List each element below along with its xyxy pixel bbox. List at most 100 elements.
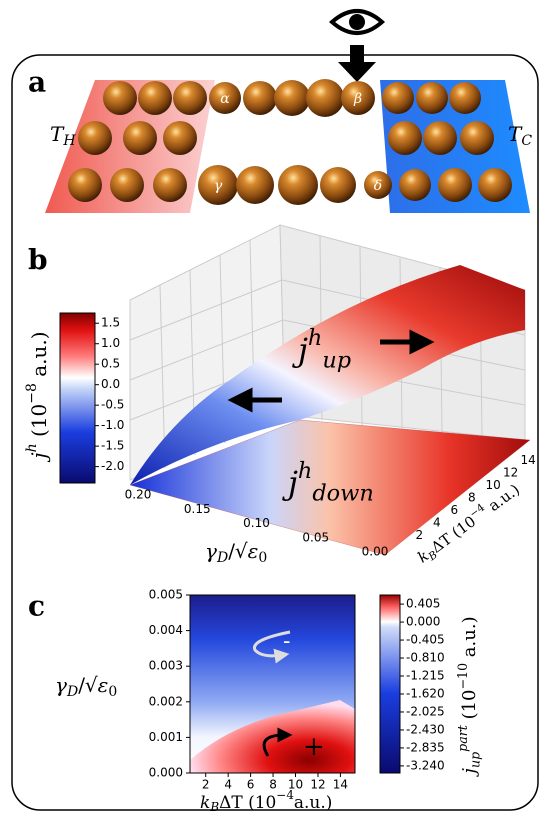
axis-label: TC xyxy=(508,122,532,150)
colorbar-tick-label: -3.240 xyxy=(406,758,445,772)
axis-label: γD/√ε0 xyxy=(55,673,117,701)
particle xyxy=(123,121,157,155)
label-part: −4 xyxy=(276,788,294,802)
colorbar-tick-label: 0.405 xyxy=(406,597,440,611)
colorbar-tick-label: -1.5 xyxy=(101,439,124,453)
plus-sign: + xyxy=(303,732,325,762)
particle xyxy=(320,167,356,203)
particle xyxy=(153,168,187,202)
particle xyxy=(423,121,457,155)
panel-label: b xyxy=(28,244,48,277)
colorbar-tick-label: -2.430 xyxy=(406,722,445,736)
colorbar-tick-label: 1.0 xyxy=(101,336,120,350)
label-part: h xyxy=(24,443,40,452)
colorbar-tick-label: 0.5 xyxy=(101,357,120,371)
particle xyxy=(103,81,137,115)
y-tick-label: 0.003 xyxy=(149,659,183,673)
eye xyxy=(332,11,382,82)
colorbar-tick-label: 0.0 xyxy=(101,377,120,391)
gamma-tick-label: 0.15 xyxy=(184,502,211,516)
x-tick-label: 12 xyxy=(310,778,325,792)
particle xyxy=(416,82,448,114)
kT-tick-label: 14 xyxy=(521,453,536,467)
label-part: j xyxy=(27,452,51,462)
particle xyxy=(478,168,512,202)
x-tick-label: 6 xyxy=(247,778,255,792)
label-part: 0 xyxy=(108,684,117,700)
gamma-tick-label: 0.00 xyxy=(362,545,389,559)
colorbar-tick-label: -0.405 xyxy=(406,633,445,647)
label-part: /√ xyxy=(78,673,98,697)
particle xyxy=(306,79,344,117)
particle xyxy=(460,121,494,155)
label-part: −10 xyxy=(454,663,469,690)
particle xyxy=(78,121,112,155)
particle xyxy=(138,81,172,115)
particle xyxy=(399,169,431,201)
colorbar-tick-label: -2.835 xyxy=(406,740,445,754)
x-tick-label: 4 xyxy=(224,778,232,792)
label-part: up xyxy=(322,348,351,374)
colorbar-tick-label: -0.810 xyxy=(406,651,445,665)
colorbar-tick-label: 0.000 xyxy=(406,615,440,629)
panel-label: c xyxy=(28,590,45,623)
y-tick-label: 0.001 xyxy=(149,730,183,744)
gamma-tick-label: 0.20 xyxy=(125,488,152,502)
particle xyxy=(382,82,414,114)
colorbar-tick-label: -1.215 xyxy=(406,669,445,683)
colorbar-tick-label: -0.5 xyxy=(101,398,124,412)
colorbar-tick-label: 1.5 xyxy=(101,316,120,330)
kT-tick-label: 6 xyxy=(451,503,459,517)
particle xyxy=(243,81,277,115)
particle xyxy=(278,165,318,205)
axis-label: γD/√ε0 xyxy=(205,539,267,567)
label-part: a.u.) xyxy=(294,793,333,813)
axis-label: TH xyxy=(50,122,76,150)
colorbar-tick-label: -1.0 xyxy=(101,418,124,432)
label-part: h xyxy=(298,458,312,484)
y-tick-label: 0.005 xyxy=(149,588,183,602)
label-part: H xyxy=(62,133,76,149)
minus-sign: - xyxy=(283,629,290,654)
label-part: (10 xyxy=(459,690,480,726)
label-part: down xyxy=(312,481,373,507)
label-part: part xyxy=(454,724,469,752)
kT-tick-label: 8 xyxy=(468,491,476,505)
label-part: ε xyxy=(98,673,109,697)
label-part: D xyxy=(216,550,228,566)
label-part: C xyxy=(521,133,532,149)
axis-label: jh (10−8 a.u.) xyxy=(24,331,51,462)
kT-tick-label: 12 xyxy=(503,466,518,480)
label-part: γ xyxy=(55,673,67,697)
label-part: −8 xyxy=(24,383,40,404)
heatmap xyxy=(190,595,360,780)
label-part: ΔT (10 xyxy=(219,793,276,813)
particle xyxy=(388,121,422,155)
label-part: /√ xyxy=(228,539,248,563)
axis-label: juppart (10−10 a.u.) xyxy=(454,616,482,777)
gamma-tick-label: 0.05 xyxy=(302,530,329,544)
colorbar-b xyxy=(60,313,95,483)
label-part: up xyxy=(467,752,482,768)
gamma-tick-label: 0.10 xyxy=(243,516,270,530)
y-tick-label: 0.002 xyxy=(149,694,183,708)
site-label: α xyxy=(220,91,230,107)
site-label: δ xyxy=(374,178,382,194)
figure: a b c - + αβγδTHTC1.51.00.50.0-0.5-1.0-1… xyxy=(0,0,547,817)
label-part: B xyxy=(209,800,219,814)
label-part: a.u.) xyxy=(27,331,51,383)
label-part: h xyxy=(308,325,322,351)
label-part: a.u.) xyxy=(459,616,480,663)
particle xyxy=(236,166,274,204)
kT-tick-label: 4 xyxy=(433,516,441,530)
particle xyxy=(110,168,144,202)
panel-label: a xyxy=(28,66,46,99)
particle xyxy=(68,168,102,202)
label-part: D xyxy=(66,684,78,700)
colorbar-tick-label: -1.620 xyxy=(406,686,445,700)
kT-tick-label: 2 xyxy=(416,528,424,542)
colorbar-c xyxy=(380,595,400,773)
x-tick-label: 2 xyxy=(202,778,210,792)
particle xyxy=(163,121,197,155)
axis-label: kBΔT (10−4a.u.) xyxy=(200,788,332,814)
